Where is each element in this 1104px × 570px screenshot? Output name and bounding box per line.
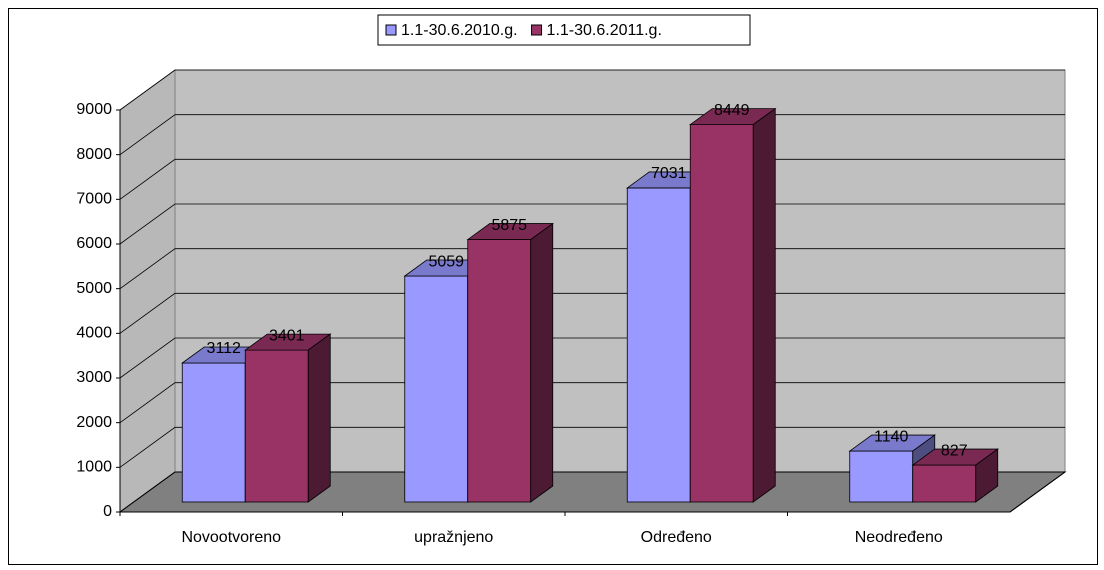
plot-area: 0 1000 2000 3000 4000 5000 6000 7000 8000 9000 Nov…	[76, 69, 1067, 546]
legend-swatch	[531, 24, 543, 36]
bar	[912, 464, 977, 503]
y-tick-label: 7000	[76, 191, 112, 208]
y-tick-label: 3000	[76, 369, 112, 386]
data-label: 827	[941, 442, 968, 459]
data-label: 8449	[714, 102, 750, 119]
y-tick-label: 9000	[76, 101, 112, 118]
bar-side	[752, 107, 776, 503]
x-tick-label: Neodređeno	[855, 529, 943, 546]
x-axis-depth	[1009, 471, 1066, 513]
bar	[244, 349, 309, 503]
legend: 1.1-30.6.2010.g. 1.1-30.6.2011.g.	[377, 14, 751, 46]
bar	[467, 239, 532, 503]
data-label: 3112	[207, 340, 242, 357]
bar-side	[307, 333, 331, 503]
bar	[404, 275, 469, 503]
bar	[849, 450, 914, 503]
data-label: 1140	[874, 428, 909, 445]
y-tick-label: 0	[103, 503, 112, 520]
y-tick-label: 2000	[76, 414, 112, 431]
bar	[626, 187, 691, 503]
legend-swatch	[385, 24, 397, 36]
y-tick-label: 6000	[76, 235, 112, 252]
left-wall	[119, 69, 176, 513]
bar-side	[530, 222, 554, 503]
y-tick-label: 5000	[76, 280, 112, 297]
data-label: 5875	[491, 217, 527, 234]
bar-side	[975, 448, 999, 503]
grid-line	[119, 69, 1065, 111]
y-tick-label: 1000	[76, 459, 112, 476]
legend-label: 1.1-30.6.2011.g.	[547, 22, 662, 39]
y-tick-label: 8000	[76, 146, 112, 163]
x-tick-label: Određeno	[641, 529, 712, 546]
x-tick-label: Novootvoreno	[181, 529, 281, 546]
bar	[181, 362, 246, 503]
y-tick-label: 4000	[76, 325, 112, 342]
legend-label: 1.1-30.6.2010.g.	[401, 22, 518, 39]
data-label: 7031	[651, 165, 687, 182]
data-label: 5059	[428, 253, 464, 270]
x-tick-label: upražnjeno	[414, 529, 493, 546]
bar	[689, 124, 754, 503]
data-label: 3401	[269, 327, 305, 344]
legend-box	[377, 14, 751, 46]
